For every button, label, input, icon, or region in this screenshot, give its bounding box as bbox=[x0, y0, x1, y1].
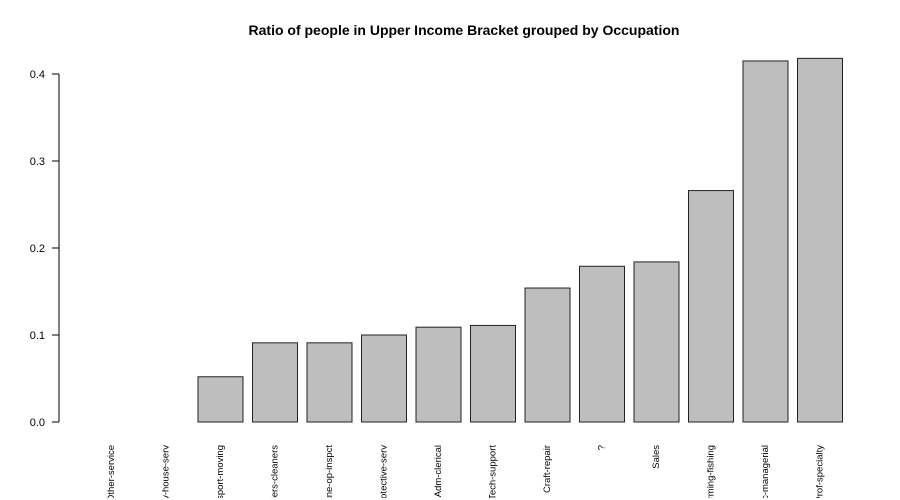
y-axis: 0.0 0.1 0.2 0.3 0.4 bbox=[30, 69, 60, 429]
bar bbox=[524, 287, 571, 423]
x-category-label: Transport-moving bbox=[215, 445, 226, 500]
y-tick-label: 0.4 bbox=[30, 69, 45, 81]
x-category-label: Farming-fishing bbox=[706, 445, 717, 500]
bar bbox=[197, 376, 244, 423]
x-category-label: Protective-serv bbox=[379, 445, 390, 500]
x-category-label: ? bbox=[597, 445, 608, 450]
bar bbox=[306, 342, 353, 423]
bar bbox=[470, 324, 516, 423]
x-category-label: Handlers-cleaners bbox=[270, 445, 281, 500]
y-tick-label: 0.3 bbox=[30, 156, 45, 168]
x-category-label: Sales bbox=[651, 445, 662, 469]
bar bbox=[415, 326, 462, 423]
bar bbox=[742, 60, 789, 423]
bar bbox=[252, 342, 298, 423]
x-category-label: Machine-op-inspct bbox=[324, 445, 335, 500]
bar bbox=[688, 190, 734, 423]
y-tick-label: 0.1 bbox=[30, 330, 45, 342]
x-category-label: Exec-managerial bbox=[760, 445, 771, 500]
x-category-label: Priv-house-serv bbox=[161, 445, 172, 500]
bar bbox=[579, 265, 625, 423]
bar bbox=[797, 57, 843, 423]
x-category-label: Craft-repair bbox=[542, 445, 553, 493]
x-category-label: Adm-clerical bbox=[433, 445, 444, 497]
y-tick-label: 0.0 bbox=[30, 417, 45, 429]
bar bbox=[633, 261, 680, 423]
x-axis-labels: Other-service Priv-house-serv Transport-mo… bbox=[106, 445, 826, 500]
bars-group bbox=[197, 57, 843, 423]
x-category-label: Other-service bbox=[106, 445, 117, 500]
bar bbox=[361, 334, 407, 423]
y-tick-label: 0.2 bbox=[30, 243, 45, 255]
chart-title: Ratio of people in Upper Income Bracket … bbox=[249, 22, 680, 38]
x-category-label: Prof-specialty bbox=[815, 445, 826, 500]
x-category-label: Tech-support bbox=[488, 445, 499, 500]
